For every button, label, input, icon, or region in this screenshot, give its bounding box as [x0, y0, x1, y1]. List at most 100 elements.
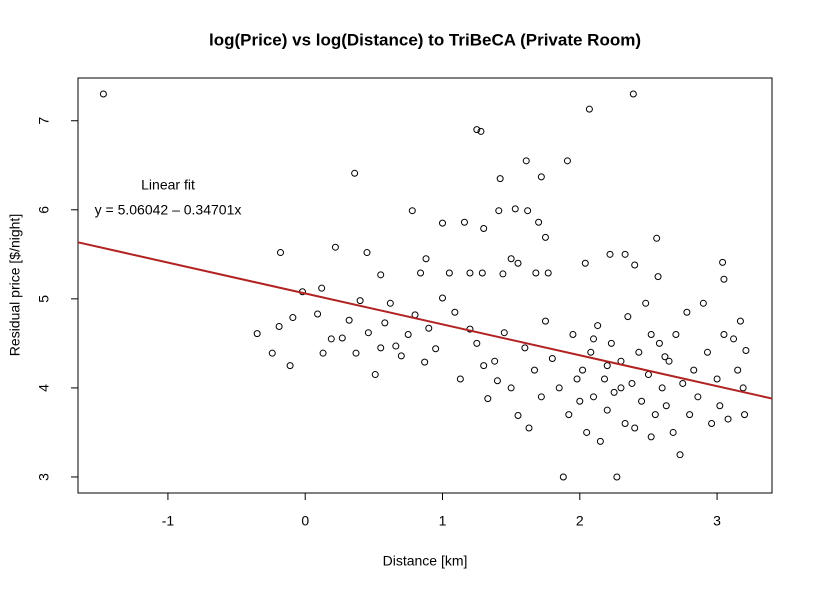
point — [720, 275, 728, 283]
plot-frame — [77, 77, 773, 494]
point — [613, 473, 621, 481]
point — [392, 342, 400, 350]
point — [583, 428, 591, 436]
point — [491, 357, 499, 365]
point — [408, 207, 416, 215]
point — [541, 233, 549, 241]
point — [289, 314, 297, 322]
point — [381, 319, 389, 327]
point — [500, 329, 508, 337]
point — [314, 310, 322, 318]
point — [638, 397, 646, 405]
point — [563, 157, 571, 165]
point — [610, 388, 618, 396]
point — [624, 313, 632, 321]
point — [606, 250, 614, 258]
point — [653, 234, 661, 242]
point — [585, 105, 593, 113]
point — [425, 324, 433, 332]
point — [514, 259, 522, 267]
point — [422, 255, 430, 263]
point — [514, 412, 522, 420]
point — [352, 349, 360, 357]
point — [530, 366, 538, 374]
point — [658, 384, 666, 392]
point — [569, 330, 577, 338]
point — [253, 330, 261, 338]
point — [690, 366, 698, 374]
point — [742, 347, 750, 355]
point — [544, 269, 552, 277]
point — [621, 420, 629, 428]
point — [480, 362, 488, 370]
point — [676, 451, 684, 459]
point — [493, 377, 501, 385]
point — [377, 271, 385, 279]
y-tick-label: 6 — [36, 206, 52, 214]
point — [456, 375, 464, 383]
point — [268, 349, 276, 357]
point — [277, 249, 285, 257]
point — [478, 269, 486, 277]
point — [699, 299, 707, 307]
y-tick-label: 5 — [36, 295, 52, 303]
point — [581, 259, 589, 267]
point — [730, 335, 738, 343]
point — [565, 411, 573, 419]
point — [590, 335, 598, 343]
x-tick-label: 1 — [439, 513, 447, 529]
point — [741, 411, 749, 419]
point — [579, 366, 587, 374]
point — [286, 362, 294, 370]
point — [628, 379, 636, 387]
point — [672, 330, 680, 338]
x-tick-label: -1 — [162, 513, 175, 529]
point — [594, 322, 602, 330]
point — [662, 402, 670, 410]
point — [654, 273, 662, 281]
point — [363, 249, 371, 257]
point — [629, 90, 637, 98]
point — [635, 348, 643, 356]
point — [275, 322, 283, 330]
x-tick-label: 0 — [301, 513, 309, 529]
point — [573, 375, 581, 383]
point — [713, 375, 721, 383]
point — [524, 207, 532, 215]
point — [576, 397, 584, 405]
point — [507, 255, 515, 263]
x-tick-label: 3 — [713, 513, 721, 529]
point — [496, 175, 504, 183]
point — [507, 384, 515, 392]
point — [655, 339, 663, 347]
point — [719, 258, 727, 266]
point — [364, 329, 372, 337]
point — [525, 424, 533, 432]
point — [439, 219, 447, 227]
point — [473, 339, 481, 347]
point — [548, 355, 556, 363]
point — [345, 316, 353, 324]
point — [607, 339, 615, 347]
point — [319, 349, 327, 357]
point — [694, 393, 702, 401]
point — [679, 379, 687, 387]
point — [521, 344, 529, 352]
point — [720, 330, 728, 338]
y-tick-label: 7 — [36, 117, 52, 125]
point — [377, 344, 385, 352]
point — [703, 348, 711, 356]
point — [642, 299, 650, 307]
point — [555, 384, 563, 392]
point — [466, 269, 474, 277]
annotation: Linear fit — [141, 177, 195, 193]
point — [417, 269, 425, 277]
point — [432, 345, 440, 353]
point — [686, 411, 694, 419]
point — [603, 362, 611, 370]
point — [445, 269, 453, 277]
point — [318, 284, 326, 292]
point — [386, 299, 394, 307]
point — [511, 205, 519, 213]
point — [397, 352, 405, 360]
